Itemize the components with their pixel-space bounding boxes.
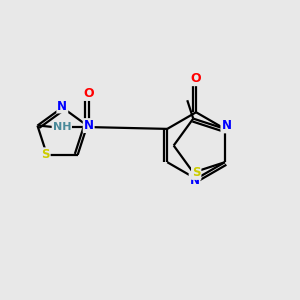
- Text: N: N: [221, 119, 231, 132]
- Text: O: O: [83, 87, 94, 100]
- Text: S: S: [41, 148, 50, 161]
- Text: O: O: [191, 72, 201, 85]
- Text: NH: NH: [52, 122, 71, 132]
- Text: N: N: [190, 174, 200, 187]
- Text: N: N: [57, 100, 67, 112]
- Text: N: N: [84, 119, 94, 132]
- Text: S: S: [192, 166, 200, 179]
